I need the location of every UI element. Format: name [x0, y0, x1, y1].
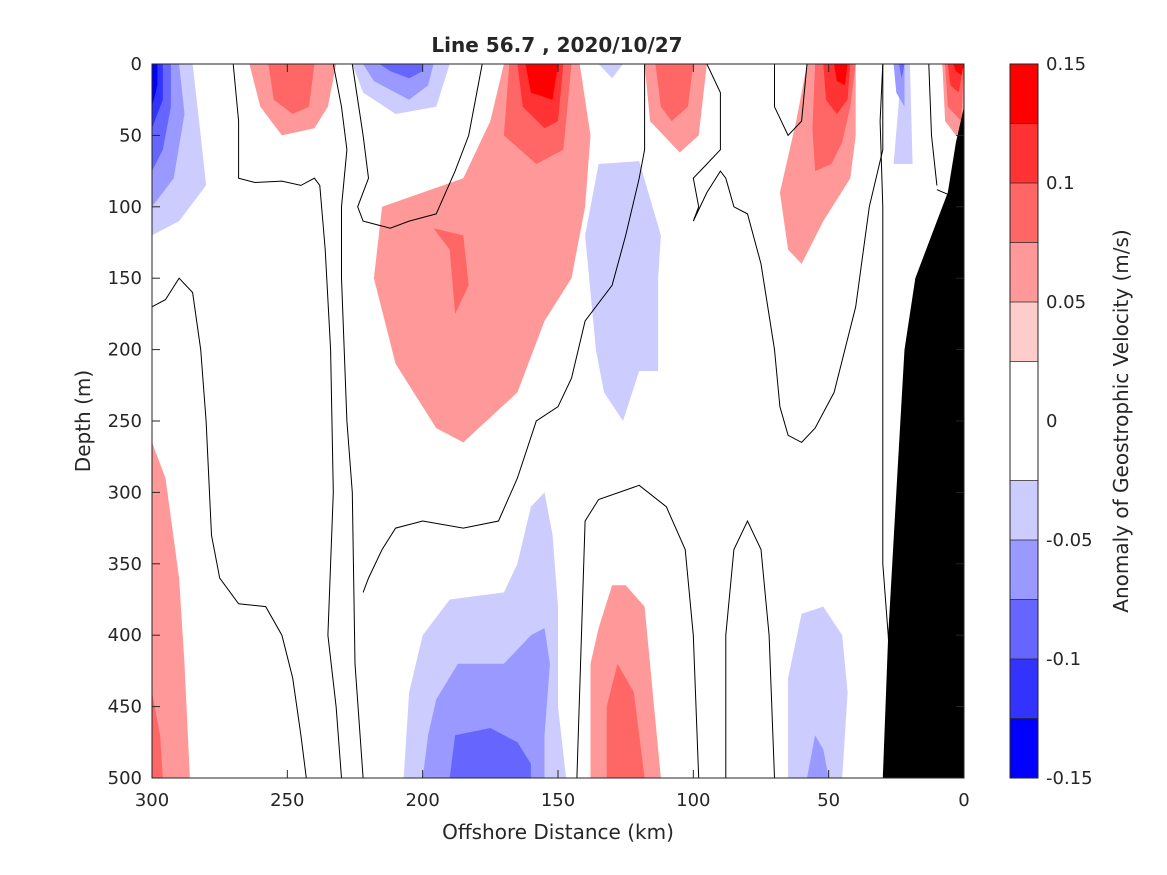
- y-axis: 0 50 100 150 200 250 300 350 400 450 500: [108, 54, 964, 789]
- y-tick-label-6: 300: [108, 482, 142, 503]
- colorbar-tick-label-3: 0: [1046, 411, 1057, 432]
- contour-region-5: [152, 442, 190, 778]
- zero-contour-layer: [152, 64, 964, 778]
- x-tick-label-1: 250: [270, 790, 304, 811]
- contour-region-4: [152, 64, 158, 107]
- colorbar-level-7: [1010, 540, 1038, 600]
- y-tick-label-3: 150: [108, 268, 142, 289]
- colorbar-level-9: [1010, 659, 1038, 719]
- colorbar-level-6: [1010, 480, 1038, 540]
- colorbar-level-5: [1010, 361, 1038, 481]
- colorbar: 0.15 0.1 0.05 0 -0.05 -0.1 -0.15 Anomaly of Ge…: [1009, 54, 1133, 789]
- y-tick-label-7: 350: [108, 554, 142, 575]
- zero-contour-4: [362, 64, 646, 593]
- zero-contour-5: [576, 484, 700, 778]
- colorbar-level-2: [1010, 183, 1038, 243]
- zero-contour-1: [232, 64, 342, 778]
- y-tick-label-4: 200: [108, 340, 142, 361]
- x-tick-label-3: 150: [541, 790, 575, 811]
- y-tick-label-2: 100: [108, 197, 142, 218]
- contour-region-6: [152, 692, 163, 778]
- bathymetry-mask: [882, 106, 964, 778]
- y-tick-label-0: 0: [131, 54, 142, 75]
- colorbar-tick-label-6: -0.15: [1046, 768, 1093, 789]
- contour-region-36: [606, 663, 645, 778]
- x-tick-label-5: 50: [817, 790, 840, 811]
- colorbar-label: Anomaly of Geostrophic Velocity (m/s): [1109, 229, 1133, 612]
- zero-contour-7: [725, 519, 775, 778]
- colorbar-frame: [1009, 63, 1039, 779]
- x-tick-label-0: 300: [135, 790, 169, 811]
- colorbar-level-4: [1010, 302, 1038, 362]
- colorbar-level-3: [1010, 242, 1038, 302]
- contour-region-18: [585, 161, 661, 421]
- contour-region-17: [598, 64, 623, 79]
- x-axis-label: Offshore Distance (km): [442, 820, 674, 844]
- contour-region-31: [953, 64, 964, 76]
- x-tick-label-2: 200: [405, 790, 439, 811]
- colorbar-ticks: 0.15 0.1 0.05 0 -0.05 -0.1 -0.15: [1046, 54, 1093, 789]
- zero-contour-0: [152, 277, 307, 778]
- colorbar-level-8: [1010, 599, 1038, 659]
- colorbar-tick-label-2: 0.05: [1046, 292, 1086, 313]
- x-tick-label-4: 100: [676, 790, 710, 811]
- chart-title: Line 56.7 , 2020/10/27: [431, 33, 682, 57]
- bathymetry-layer: [882, 106, 964, 778]
- contour-region-38: [807, 735, 829, 778]
- contour-region-11: [379, 64, 423, 79]
- contour-fill-layer: [152, 64, 964, 778]
- colorbar-level-1: [1010, 123, 1038, 183]
- contour-region-15: [525, 64, 558, 100]
- contour-region-34: [449, 728, 531, 778]
- zero-contour-9: [879, 64, 897, 778]
- colorbar-level-10: [1010, 718, 1038, 778]
- zero-contour-6: [692, 64, 884, 444]
- contour-region-25: [888, 64, 913, 164]
- colorbar-tick-label-4: -0.05: [1046, 530, 1093, 551]
- contour-region-16: [433, 228, 469, 314]
- zero-contour-2: [332, 64, 364, 778]
- colorbar-tick-label-5: -0.1: [1046, 649, 1081, 670]
- colorbar-level-0: [1010, 64, 1038, 124]
- contour-region-27: [899, 64, 905, 79]
- contour-region-20: [655, 64, 694, 122]
- zero-contour-3: [351, 64, 483, 229]
- y-tick-label-10: 500: [108, 768, 142, 789]
- colorbar-tick-label-1: 0.1: [1046, 173, 1075, 194]
- y-tick-label-9: 450: [108, 697, 142, 718]
- x-axis: 300 250 200 150 100 50 0: [135, 64, 970, 811]
- x-tick-label-6: 0: [958, 790, 969, 811]
- y-tick-label-1: 50: [119, 125, 142, 146]
- contour-region-24: [834, 64, 848, 86]
- zero-contour-8: [774, 64, 808, 137]
- contour-region-8: [268, 64, 315, 114]
- zero-contour-10: [928, 64, 938, 186]
- y-axis-label: Depth (m): [71, 370, 95, 472]
- y-tick-label-8: 400: [108, 625, 142, 646]
- colorbar-levels: [1010, 64, 1038, 778]
- contour-region-37: [788, 606, 848, 778]
- y-tick-label-5: 250: [108, 411, 142, 432]
- plot-area: 300 250 200 150 100 50 0 050100150200250300350…: [108, 54, 970, 811]
- colorbar-tick-label-0: 0.15: [1046, 54, 1086, 75]
